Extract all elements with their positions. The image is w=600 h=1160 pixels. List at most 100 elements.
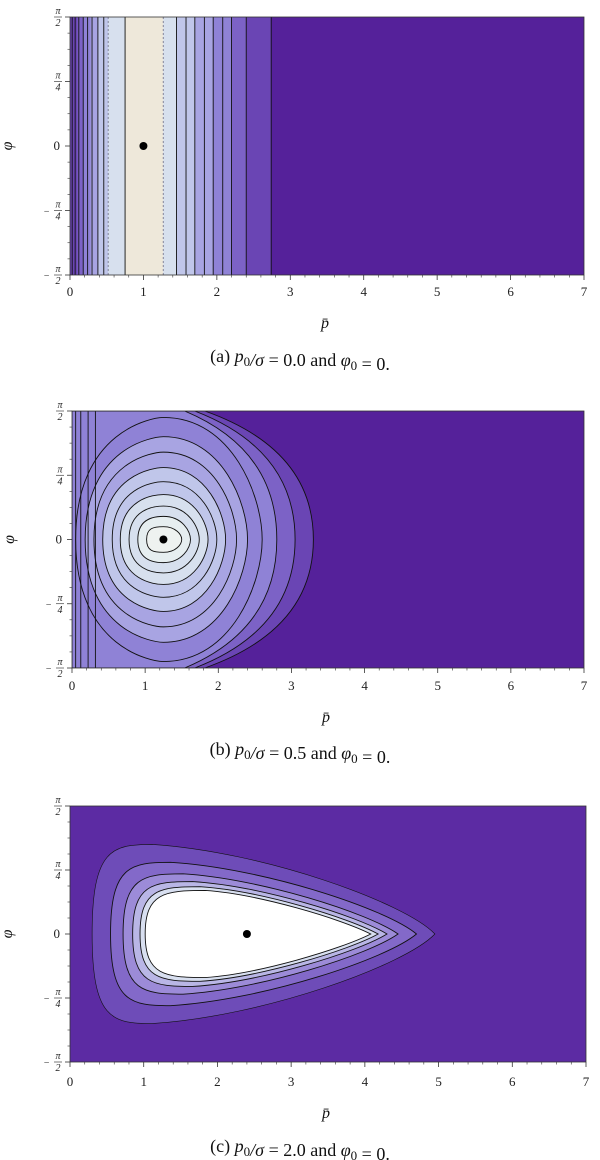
x-tick-label: 6 xyxy=(507,284,514,299)
x-axis-label: p̄ xyxy=(321,1105,330,1122)
caption-part: p xyxy=(233,1136,244,1156)
y-tick-label: π2− xyxy=(45,657,64,680)
caption-part: / xyxy=(249,1140,257,1160)
y-tick-numerator: π xyxy=(55,6,61,17)
x-tick-label: 0 xyxy=(67,1074,74,1089)
y-tick-label: 0 xyxy=(54,926,61,941)
y-tick-denominator: 2 xyxy=(56,807,61,818)
y-tick-label: π4− xyxy=(45,593,64,616)
caption-part: φ xyxy=(341,1140,351,1160)
x-tick-label: 1 xyxy=(140,284,147,299)
x-tick-label: 7 xyxy=(583,1074,590,1089)
y-tick-label: π4 xyxy=(54,71,62,94)
y-tick-label: 0 xyxy=(54,138,61,153)
y-tick-denominator: 4 xyxy=(58,476,63,487)
caption-part: 0 xyxy=(351,751,358,766)
caption-part: p xyxy=(233,346,244,366)
x-tick-label: 5 xyxy=(434,678,441,693)
y-tick-numerator: π xyxy=(55,859,61,870)
y-tick-denominator: 2 xyxy=(58,669,63,680)
x-tick-label: 2 xyxy=(215,678,222,693)
caption-part: = 0.5 and xyxy=(265,743,342,763)
x-tick-label: 6 xyxy=(509,1074,516,1089)
x-tick-label: 6 xyxy=(508,678,515,693)
y-axis-label: φ xyxy=(0,929,16,938)
caption-part: = 0. xyxy=(358,747,391,767)
y-tick-numerator: π xyxy=(55,264,61,275)
x-tick-label: 7 xyxy=(581,284,588,299)
x-tick-label: 5 xyxy=(435,1074,442,1089)
y-tick-numerator: π xyxy=(57,464,63,475)
figure-caption: (c) p0/σ = 2.0 and φ0 = 0. xyxy=(210,1136,390,1160)
y-tick-label: π4− xyxy=(43,200,62,223)
x-tick-label: 3 xyxy=(288,1074,295,1089)
x-tick-label: 2 xyxy=(214,1074,221,1089)
x-tick-label: 1 xyxy=(142,678,149,693)
y-tick-minus: − xyxy=(43,271,50,282)
y-tick-minus: − xyxy=(45,600,52,611)
peak-marker xyxy=(159,535,168,544)
contour-line xyxy=(144,890,372,978)
x-tick-label: 0 xyxy=(67,284,74,299)
x-tick-label: 3 xyxy=(288,678,295,693)
caption-part: 0 xyxy=(244,1144,251,1159)
y-tick-denominator: 4 xyxy=(58,605,63,616)
x-tick-label: 4 xyxy=(360,284,367,299)
caption-part: 0 xyxy=(244,354,251,369)
x-tick-label: 5 xyxy=(434,284,441,299)
y-tick-numerator: π xyxy=(57,400,63,411)
x-tick-label: 4 xyxy=(362,1074,369,1089)
plot-area xyxy=(72,411,584,668)
caption-part: φ xyxy=(341,743,351,763)
caption-part: 0 xyxy=(351,358,358,373)
y-tick-label: π4 xyxy=(56,464,64,487)
caption-part: σ xyxy=(256,743,266,763)
y-tick-label: π2 xyxy=(56,400,64,423)
caption-part: (b) xyxy=(210,739,236,760)
x-tick-label: 7 xyxy=(581,678,588,693)
y-tick-label: π4− xyxy=(43,987,62,1010)
y-tick-minus: − xyxy=(43,994,50,1005)
y-tick-minus: − xyxy=(43,207,50,218)
figure-caption: (a) p0/σ = 0.0 and φ0 = 0. xyxy=(210,346,390,374)
y-tick-numerator: π xyxy=(55,71,61,82)
y-tick-label: 0 xyxy=(56,532,63,547)
plot-area xyxy=(70,17,584,275)
y-tick-denominator: 2 xyxy=(56,276,61,287)
x-tick-label: 4 xyxy=(361,678,368,693)
caption-part: 0 xyxy=(244,747,251,762)
caption-part: φ xyxy=(341,350,351,370)
caption-part: p xyxy=(233,739,244,759)
caption-part: (a) xyxy=(210,346,234,367)
y-tick-denominator: 4 xyxy=(56,83,61,94)
y-tick-minus: − xyxy=(43,1058,50,1069)
caption-part: / xyxy=(249,350,257,370)
y-tick-denominator: 4 xyxy=(56,999,61,1010)
x-tick-label: 2 xyxy=(214,284,221,299)
x-tick-label: 1 xyxy=(140,1074,147,1089)
caption-part: σ xyxy=(255,350,265,370)
x-axis-label: p̄ xyxy=(320,315,329,332)
y-tick-denominator: 4 xyxy=(56,212,61,223)
y-tick-denominator: 4 xyxy=(56,871,61,882)
y-tick-denominator: 2 xyxy=(56,18,61,29)
y-tick-label: π2 xyxy=(54,6,62,29)
y-tick-denominator: 2 xyxy=(56,1063,61,1074)
y-tick-label: π2− xyxy=(43,1051,62,1074)
caption-part: (c) xyxy=(210,1136,234,1157)
plot-area xyxy=(70,806,586,1062)
y-tick-numerator: π xyxy=(55,200,61,211)
y-tick-numerator: π xyxy=(55,987,61,998)
caption-part: = 2.0 and xyxy=(264,1140,341,1160)
caption-part: = 0. xyxy=(357,354,390,374)
x-tick-label: 0 xyxy=(69,678,76,693)
y-tick-numerator: π xyxy=(57,657,63,668)
y-tick-numerator: π xyxy=(57,593,63,604)
y-tick-label: π2 xyxy=(54,795,62,818)
caption-part: 0 xyxy=(351,1148,358,1160)
y-axis-label: φ xyxy=(1,535,18,544)
